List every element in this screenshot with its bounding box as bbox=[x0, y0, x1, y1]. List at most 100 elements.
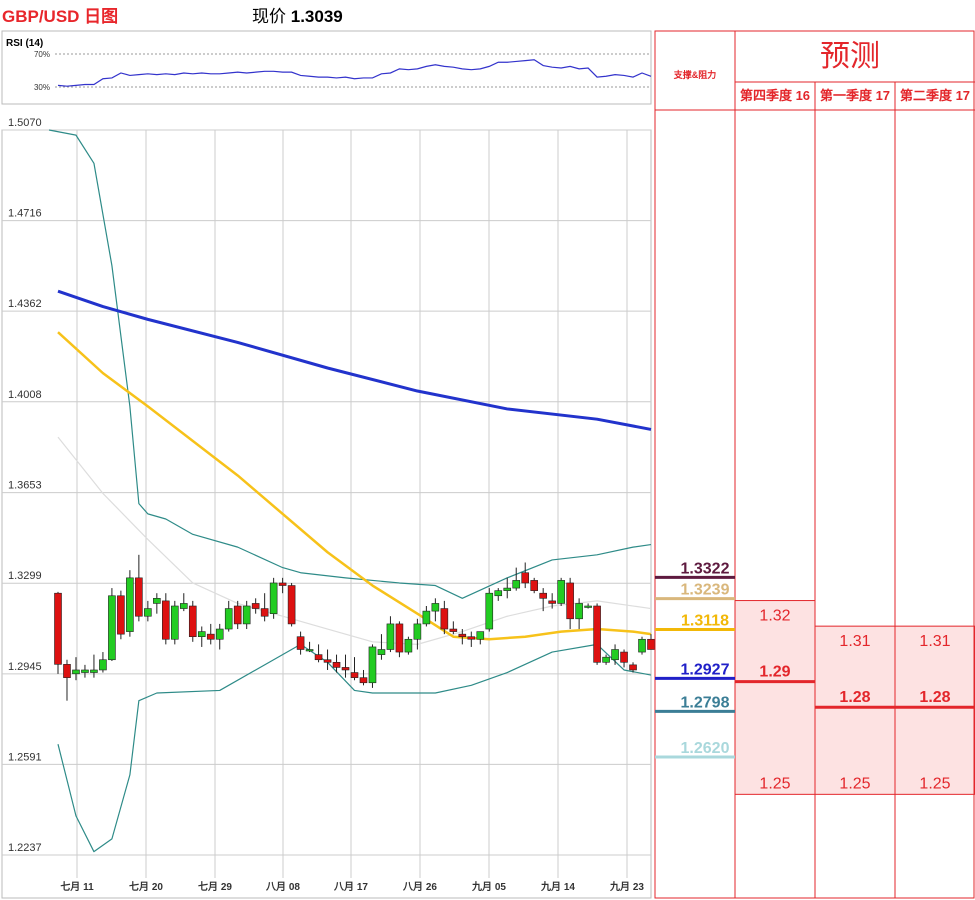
candle-body bbox=[233, 605, 242, 625]
candle-body bbox=[135, 577, 143, 617]
ma-grey-line bbox=[57, 436, 652, 645]
support-header: 支撑&阻力 bbox=[673, 69, 717, 80]
sr-level-label: 1.3118 bbox=[681, 613, 729, 630]
ma-slow-line bbox=[57, 289, 652, 431]
x-tick-label: 七月 29 bbox=[198, 880, 232, 893]
candle-body bbox=[620, 651, 628, 663]
x-tick-label: 九月 14 bbox=[540, 880, 575, 893]
candle-body bbox=[584, 605, 592, 608]
forecast-block bbox=[814, 625, 896, 795]
current-price-value: 1.3039 bbox=[290, 7, 343, 26]
candle-body bbox=[144, 608, 152, 617]
candle-body bbox=[449, 628, 458, 632]
x-tick-label: 八月 26 bbox=[402, 881, 437, 893]
candle-body bbox=[359, 677, 368, 684]
x-tick-label: 八月 08 bbox=[265, 881, 300, 893]
candle-body bbox=[63, 664, 71, 678]
forecast-block bbox=[894, 625, 975, 795]
candle-body bbox=[72, 669, 80, 675]
x-tick-label: 九月 23 bbox=[609, 880, 644, 893]
y-tick-label: 1.2591 bbox=[8, 751, 42, 763]
candle-body bbox=[602, 656, 610, 663]
candle-body bbox=[368, 646, 377, 684]
candle-body bbox=[278, 582, 287, 586]
y-tick-label: 1.2945 bbox=[8, 661, 42, 673]
candle-body bbox=[153, 598, 161, 604]
candle-body bbox=[377, 649, 386, 655]
candle-body bbox=[512, 580, 521, 589]
price-frame bbox=[1, 129, 652, 899]
y-tick-label: 1.3653 bbox=[8, 480, 42, 492]
candle-body bbox=[90, 669, 98, 673]
ma-fast-line bbox=[57, 331, 652, 641]
candle-body bbox=[395, 623, 404, 653]
candle-body bbox=[81, 669, 89, 673]
candle-body bbox=[215, 628, 224, 640]
candle-body bbox=[179, 603, 188, 609]
candle-body bbox=[548, 600, 556, 604]
rsi-label: RSI (14) bbox=[6, 38, 43, 49]
forecast-block bbox=[734, 600, 816, 795]
rsi-panel: RSI (14)70% 30% bbox=[1, 30, 652, 105]
forecast-title: 预测 bbox=[820, 40, 880, 73]
quarter-header: 第二季度 17 bbox=[900, 88, 970, 103]
rsi-frame bbox=[1, 30, 652, 105]
candle-body bbox=[413, 623, 422, 640]
forecast-high: 1.31 bbox=[839, 633, 870, 650]
band-lower-line bbox=[57, 643, 652, 853]
candle-body bbox=[431, 603, 440, 612]
candle-body bbox=[269, 582, 278, 614]
candle-body bbox=[422, 610, 431, 625]
candle-body bbox=[117, 595, 125, 635]
candle-body bbox=[341, 667, 350, 671]
candle-body bbox=[485, 592, 494, 630]
candle-body bbox=[539, 592, 547, 599]
candle-body bbox=[99, 659, 107, 671]
candle-body bbox=[171, 605, 179, 640]
forecast-mid: 1.28 bbox=[839, 689, 870, 706]
sr-level-label: 1.2927 bbox=[681, 661, 730, 678]
candle-body bbox=[557, 580, 565, 604]
candle-body bbox=[251, 603, 260, 609]
candle-body bbox=[260, 608, 269, 617]
forecast-high: 1.31 bbox=[919, 633, 950, 650]
candle-body bbox=[647, 638, 655, 650]
candle-body bbox=[593, 605, 601, 663]
candle-body bbox=[188, 605, 197, 638]
quarter-header: 第一季度 17 bbox=[820, 88, 890, 103]
price-panel: 1.5070 1.4716 1.4362 1.4008 1.3653 1.3299 1.29… bbox=[1, 117, 655, 899]
candle-body bbox=[162, 600, 170, 640]
candle-body bbox=[108, 595, 116, 661]
candle-body bbox=[206, 633, 215, 640]
y-tick-label: 1.4362 bbox=[8, 298, 42, 310]
candle-body bbox=[386, 623, 395, 650]
candle-body bbox=[629, 664, 637, 671]
candle-body bbox=[467, 636, 476, 640]
sr-level-label: 1.3322 bbox=[681, 560, 730, 577]
candle-body bbox=[440, 608, 449, 630]
forecast-mid: 1.29 bbox=[759, 664, 790, 681]
candle-body bbox=[242, 605, 251, 625]
sr-level-label: 1.2798 bbox=[681, 694, 730, 711]
y-tick-label: 1.3299 bbox=[8, 570, 42, 582]
candle-body bbox=[323, 659, 332, 663]
candle-body bbox=[458, 633, 467, 638]
current-price-label: 现价 1.3039 bbox=[252, 2, 343, 27]
candle-body bbox=[476, 631, 485, 640]
candle-body bbox=[197, 631, 206, 638]
chart-title: GBP/USD 日图 bbox=[2, 7, 119, 26]
candle-body bbox=[638, 638, 646, 653]
candle-body bbox=[494, 590, 503, 597]
rsi-level-label: 70% bbox=[34, 50, 50, 59]
band-upper-line bbox=[48, 129, 652, 599]
forecast-low: 1.25 bbox=[759, 775, 790, 792]
y-tick-label: 1.4008 bbox=[8, 389, 42, 401]
candle-body bbox=[287, 585, 296, 625]
y-tick-label: 1.2237 bbox=[8, 842, 42, 854]
sr-level-label: 1.2620 bbox=[681, 740, 730, 757]
forecast-low: 1.25 bbox=[919, 775, 950, 792]
candle-body bbox=[521, 572, 530, 584]
candle-body bbox=[314, 654, 323, 661]
